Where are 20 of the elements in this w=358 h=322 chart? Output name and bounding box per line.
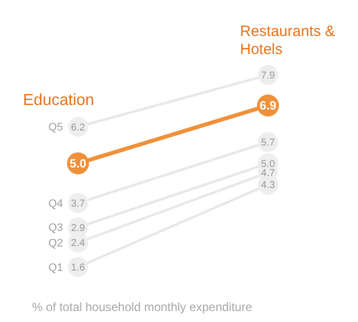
x-tick-label: Education — [23, 92, 94, 109]
data-label: 4.3 — [261, 180, 276, 192]
x-tick-label: Restaurants & Hotels — [240, 23, 336, 58]
series-label: Q3 — [48, 222, 63, 234]
data-label: 2.4 — [71, 238, 86, 250]
series-label: Q1 — [48, 262, 63, 274]
data-label: 5.0 — [261, 158, 276, 170]
series-label: Q4 — [48, 198, 63, 210]
data-label: 4.7 — [261, 168, 276, 180]
x-axis-title: % of total household monthly expenditure — [32, 300, 252, 314]
data-label: 1.6 — [71, 262, 86, 274]
data-label: 3.7 — [71, 198, 86, 210]
data-label: 6.9 — [260, 98, 277, 113]
data-label: 5.7 — [261, 138, 276, 149]
series-label: Q2 — [48, 237, 63, 250]
data-label: 6.2 — [71, 122, 86, 134]
data-label: 5.0 — [70, 156, 87, 171]
data-label: 7.9 — [261, 70, 276, 82]
data-label: 2.9 — [71, 222, 86, 234]
series-label: Q5 — [48, 122, 63, 134]
